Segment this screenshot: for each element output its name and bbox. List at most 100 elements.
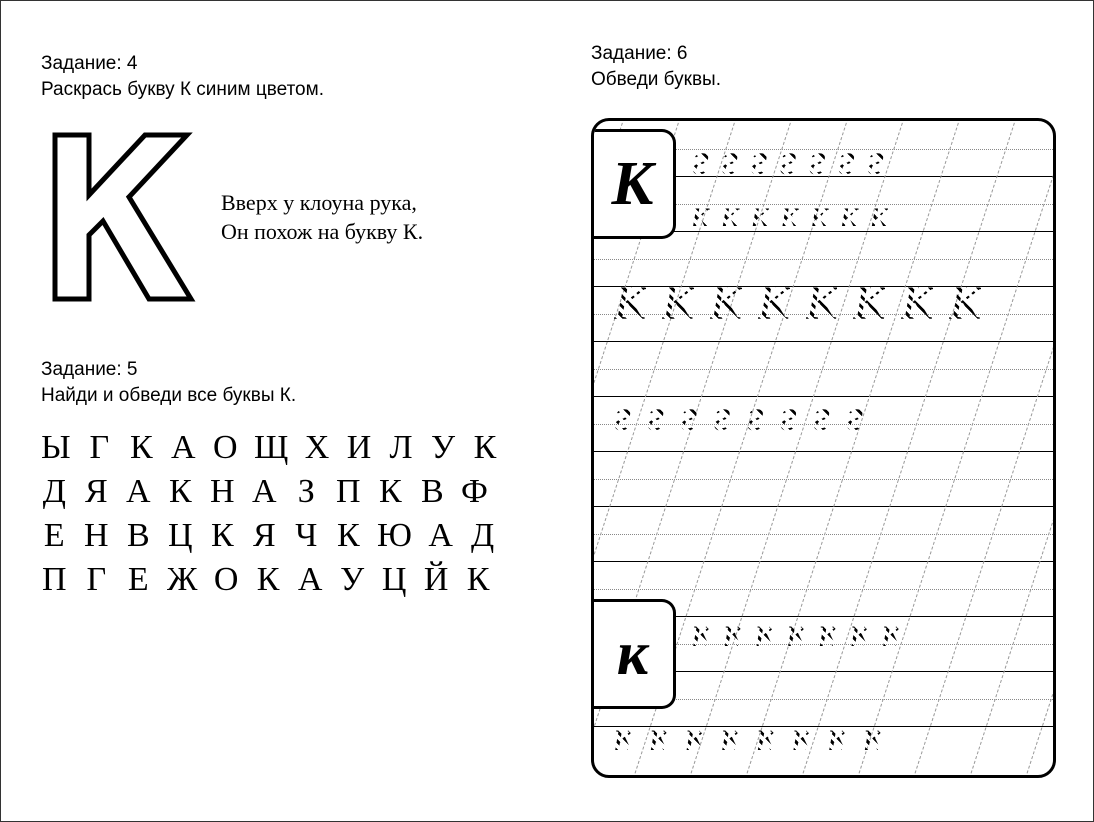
letter-cell: К — [209, 517, 237, 555]
letter-grid-row: ЕНВЦКЯЧКЮАД — [41, 517, 561, 555]
letter-cell: У — [339, 561, 367, 599]
trace-glyph: к — [792, 712, 812, 761]
letter-cell: Я — [83, 473, 111, 511]
trace-glyph: г — [780, 390, 797, 441]
task6-number: Задание: 6 — [591, 41, 1061, 67]
letter-cell: К — [465, 561, 493, 599]
model-letter-box: К — [592, 129, 676, 239]
task6-instruction: Обведи буквы. — [591, 67, 1061, 93]
trace-glyph: К — [901, 276, 933, 331]
trace-glyph: к — [755, 608, 775, 657]
poem-line-2: Он похож на букву К. — [221, 217, 423, 247]
writing-baseline — [594, 506, 1053, 507]
trace-glyph: к — [819, 608, 839, 657]
trace-glyph: к — [811, 192, 829, 236]
trace-glyph: г — [692, 134, 709, 185]
task5-instruction: Найди и обведи все буквы К. — [41, 383, 561, 409]
letter-cell: Щ — [254, 429, 290, 467]
writing-midline — [594, 589, 1053, 590]
task4-heading: Задание: 4 Раскрась букву К синим цветом… — [41, 51, 561, 102]
trace-glyph: г — [846, 390, 863, 441]
trace-glyph: к — [650, 712, 670, 761]
letter-cell: Г — [83, 561, 111, 599]
task4-instruction: Раскрась букву К синим цветом. — [41, 77, 561, 103]
letter-cell: Е — [125, 561, 153, 599]
writing-midline — [594, 479, 1053, 480]
model-letter-glyph: к — [617, 623, 648, 685]
trace-glyph: г — [838, 134, 855, 185]
letter-cell: А — [170, 429, 198, 467]
trace-glyph: к — [828, 712, 848, 761]
trace-glyph: к — [871, 192, 889, 236]
letter-cell: Ж — [167, 561, 199, 599]
tracing-worksheet: КкгггггггкккккккККККККККггггггггкккккккк… — [591, 118, 1056, 778]
writing-midline — [594, 369, 1053, 370]
trace-glyph: к — [864, 712, 884, 761]
trace-glyph: к — [692, 192, 710, 236]
letter-cell: Д — [469, 517, 497, 555]
letter-cell: А — [427, 517, 455, 555]
letter-cell: Ю — [377, 517, 413, 555]
letter-cell: Е — [41, 517, 69, 555]
trace-glyph: г — [867, 134, 884, 185]
trace-glyph: к — [882, 608, 902, 657]
trace-glyph: к — [722, 192, 740, 236]
trace-glyph: К — [614, 276, 646, 331]
poem-line-1: Вверх у клоуна рука, — [221, 188, 423, 218]
right-column: Задание: 6 Обведи буквы. Ккгггггггкккккк… — [591, 41, 1061, 778]
writing-midline — [594, 259, 1053, 260]
task4-number: Задание: 4 — [41, 51, 561, 77]
letter-cell: З — [293, 473, 321, 511]
trace-glyph: г — [721, 134, 738, 185]
letter-cell: К — [167, 473, 195, 511]
trace-glyph: к — [787, 608, 807, 657]
trace-glyph: г — [680, 390, 697, 441]
trace-glyph: к — [752, 192, 770, 236]
trace-glyph: К — [710, 276, 742, 331]
letter-cell: Н — [83, 517, 111, 555]
letter-cell: О — [212, 429, 240, 467]
letter-cell: У — [430, 429, 458, 467]
model-letter-glyph: К — [611, 153, 653, 215]
trace-glyph: к — [850, 608, 870, 657]
trace-row: кккккккк — [594, 711, 1053, 761]
task6-heading: Задание: 6 Обведи буквы. — [591, 41, 1061, 92]
trace-glyph: К — [853, 276, 885, 331]
trace-glyph: г — [747, 390, 764, 441]
model-letter-box: к — [592, 599, 676, 709]
letter-cell: К — [128, 429, 156, 467]
trace-glyph: К — [806, 276, 838, 331]
letter-cell: К — [377, 473, 405, 511]
letter-cell: К — [472, 429, 500, 467]
letter-cell: Х — [304, 429, 332, 467]
letter-cell: А — [297, 561, 325, 599]
trace-glyph: г — [750, 134, 767, 185]
trace-glyph: г — [614, 390, 631, 441]
trace-glyph: к — [692, 608, 712, 657]
letter-cell: Ц — [381, 561, 409, 599]
letter-cell: В — [419, 473, 447, 511]
letter-grid-row: ЫГКАОЩХИЛУК — [41, 429, 561, 467]
letter-cell: Д — [41, 473, 69, 511]
letter-cell: П — [41, 561, 69, 599]
trace-glyph: г — [647, 390, 664, 441]
worksheet-page: Задание: 4 Раскрась букву К синим цветом… — [0, 0, 1094, 822]
trace-glyph: к — [721, 712, 741, 761]
left-column: Задание: 4 Раскрась букву К синим цветом… — [41, 51, 561, 605]
letter-cell: Я — [251, 517, 279, 555]
task5-letter-grid: ЫГКАОЩХИЛУКДЯАКНАЗПКВФЕНВЦКЯЧКЮАДПГЕЖОКА… — [41, 429, 561, 599]
trace-row: гггггггг — [594, 389, 1053, 441]
task4-poem: Вверх у клоуна рука, Он похож на букву К… — [221, 188, 423, 247]
trace-glyph: г — [809, 134, 826, 185]
trace-glyph: К — [949, 276, 981, 331]
trace-glyph: к — [841, 192, 859, 236]
trace-row: КККККККК — [594, 275, 1053, 331]
letter-cell: К — [335, 517, 363, 555]
trace-glyph: г — [714, 390, 731, 441]
trace-glyph: к — [724, 608, 744, 657]
letter-cell: В — [125, 517, 153, 555]
letter-grid-row: ПГЕЖОКАУЦЙК — [41, 561, 561, 599]
trace-glyph: к — [757, 712, 777, 761]
trace-glyph: К — [758, 276, 790, 331]
letter-cell: Л — [388, 429, 416, 467]
